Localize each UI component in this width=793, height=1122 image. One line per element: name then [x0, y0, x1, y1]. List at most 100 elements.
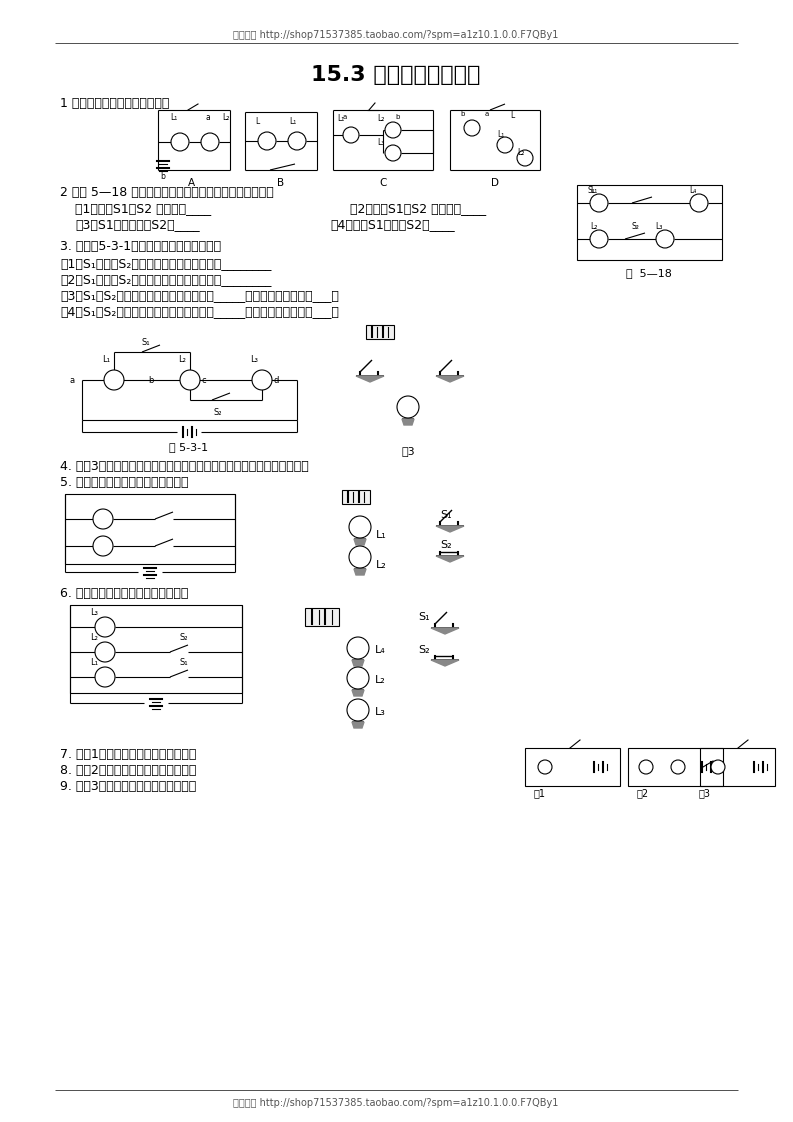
Text: （3）S₁、S₂都断开时，电流经过的电灯是_____，它们的连接方式为___。: （3）S₁、S₂都断开时，电流经过的电灯是_____，它们的连接方式为___。: [60, 289, 339, 302]
Polygon shape: [436, 376, 464, 381]
Text: 4. 将图3中给出的元件连接成电路，要求每只开关都能控制灯的亮与灭。: 4. 将图3中给出的元件连接成电路，要求每只开关都能控制灯的亮与灭。: [60, 460, 308, 473]
Text: D: D: [491, 178, 499, 188]
Text: a: a: [343, 114, 347, 120]
Text: L₃: L₃: [655, 222, 662, 231]
Text: S₁: S₁: [587, 186, 595, 195]
Circle shape: [347, 666, 369, 689]
Circle shape: [639, 760, 653, 774]
Text: 图3: 图3: [401, 447, 415, 456]
Text: L₁: L₁: [497, 130, 504, 139]
Text: 图 5-3-1: 图 5-3-1: [170, 442, 209, 452]
Text: S₁: S₁: [440, 511, 452, 519]
Circle shape: [171, 134, 189, 151]
Circle shape: [95, 617, 115, 637]
Text: 图1: 图1: [534, 788, 546, 798]
Text: A: A: [187, 178, 194, 188]
Circle shape: [104, 370, 124, 390]
Polygon shape: [352, 690, 364, 696]
Text: L₃: L₃: [375, 707, 386, 717]
Circle shape: [464, 120, 480, 136]
Circle shape: [497, 137, 513, 153]
Text: c: c: [202, 376, 207, 385]
Text: （4）S₁、S₂都闭合时，电流经过的电灯是_____，它们的连接方式为___。: （4）S₁、S₂都闭合时，电流经过的电灯是_____，它们的连接方式为___。: [60, 305, 339, 318]
Text: 9. 把图3中各电路元件接成串联电路。: 9. 把图3中各电路元件接成串联电路。: [60, 780, 196, 793]
Polygon shape: [436, 557, 464, 562]
Text: S₂: S₂: [180, 633, 189, 642]
Text: 6. 按照电路图将实物元件连接起来。: 6. 按照电路图将实物元件连接起来。: [60, 587, 189, 600]
Bar: [65, 494, 235, 564]
Circle shape: [349, 546, 371, 568]
Text: S₂: S₂: [214, 408, 223, 417]
Text: L₁: L₁: [90, 657, 98, 666]
Text: 8. 把图2中各电路元件接成并联电路。: 8. 把图2中各电路元件接成并联电路。: [60, 764, 197, 778]
Bar: [366, 325, 394, 339]
Circle shape: [517, 150, 533, 166]
Bar: [525, 748, 620, 787]
Text: S₂: S₂: [632, 222, 640, 231]
Circle shape: [258, 132, 276, 150]
Text: a: a: [485, 111, 489, 117]
Bar: [305, 608, 339, 626]
Text: B: B: [278, 178, 285, 188]
Text: a: a: [70, 376, 75, 385]
Polygon shape: [356, 376, 384, 381]
Text: L₂: L₂: [222, 113, 229, 122]
Circle shape: [397, 396, 419, 419]
Text: L₂: L₂: [178, 355, 186, 364]
Circle shape: [347, 699, 369, 721]
Text: （2）S₁断开、S₂闭合时，电流经过的电灯是________: （2）S₁断开、S₂闭合时，电流经过的电灯是________: [60, 273, 271, 286]
Text: （2）开关S1、S2 均闭合：____: （2）开关S1、S2 均闭合：____: [350, 202, 486, 215]
Text: L₁: L₁: [590, 186, 597, 195]
Text: S₁: S₁: [142, 338, 151, 347]
Text: 7. 把图1中各电路元件接成串联电路。: 7. 把图1中各电路元件接成串联电路。: [60, 748, 197, 761]
Circle shape: [288, 132, 306, 150]
Text: d: d: [274, 376, 279, 385]
Text: 图3: 图3: [699, 788, 711, 798]
Circle shape: [711, 760, 725, 774]
Text: L₂: L₂: [376, 560, 387, 570]
Text: L₁: L₁: [102, 355, 110, 364]
Text: 1 分别说出每幅图的连接方式？: 1 分别说出每幅图的连接方式？: [60, 96, 170, 110]
Circle shape: [590, 230, 608, 248]
Text: 15.3 串联与并联练习题: 15.3 串联与并联练习题: [312, 65, 481, 85]
Circle shape: [201, 134, 219, 151]
Text: L: L: [510, 111, 514, 120]
Text: L₃: L₃: [250, 355, 258, 364]
Text: （4）闭合S1、打开S2。____: （4）闭合S1、打开S2。____: [330, 218, 454, 231]
Text: L₁: L₁: [170, 113, 178, 122]
Polygon shape: [436, 526, 464, 532]
Circle shape: [343, 127, 359, 142]
Bar: [577, 185, 722, 260]
Circle shape: [93, 509, 113, 528]
Circle shape: [347, 637, 369, 659]
Circle shape: [385, 145, 401, 160]
Text: 2 如图 5—18 所示的电路，判断下列情况电路连接关系：: 2 如图 5—18 所示的电路，判断下列情况电路连接关系：: [60, 186, 274, 199]
Text: L₄: L₄: [375, 645, 385, 655]
Text: （3）S1开关、闭合S2：____: （3）S1开关、闭合S2：____: [75, 218, 200, 231]
Polygon shape: [354, 539, 366, 545]
Text: （1）S₁闭合、S₂断开时，电流经过的电灯是________: （1）S₁闭合、S₂断开时，电流经过的电灯是________: [60, 257, 271, 270]
Text: L₂: L₂: [590, 222, 597, 231]
Circle shape: [656, 230, 674, 248]
Circle shape: [252, 370, 272, 390]
Text: L₃: L₃: [90, 608, 98, 617]
Circle shape: [95, 642, 115, 662]
Text: L₄: L₄: [689, 186, 696, 195]
Text: C: C: [379, 178, 387, 188]
Text: S₂: S₂: [418, 645, 430, 655]
Text: b: b: [160, 172, 165, 181]
Text: 每天教育 http://shop71537385.taobao.com/?spm=a1z10.1.0.0.F7QBy1: 每天教育 http://shop71537385.taobao.com/?spm…: [233, 30, 559, 40]
Text: b: b: [148, 376, 153, 385]
Bar: [628, 748, 723, 787]
Polygon shape: [431, 628, 459, 634]
Bar: [70, 605, 242, 693]
Text: b: b: [395, 114, 400, 120]
Text: L₂: L₂: [517, 148, 524, 157]
Polygon shape: [354, 569, 366, 574]
Text: L₁: L₁: [376, 530, 387, 540]
Polygon shape: [402, 419, 414, 425]
Circle shape: [538, 760, 552, 774]
Text: S₁: S₁: [418, 611, 430, 622]
Text: b: b: [460, 111, 465, 117]
Text: L₃: L₃: [377, 138, 385, 147]
